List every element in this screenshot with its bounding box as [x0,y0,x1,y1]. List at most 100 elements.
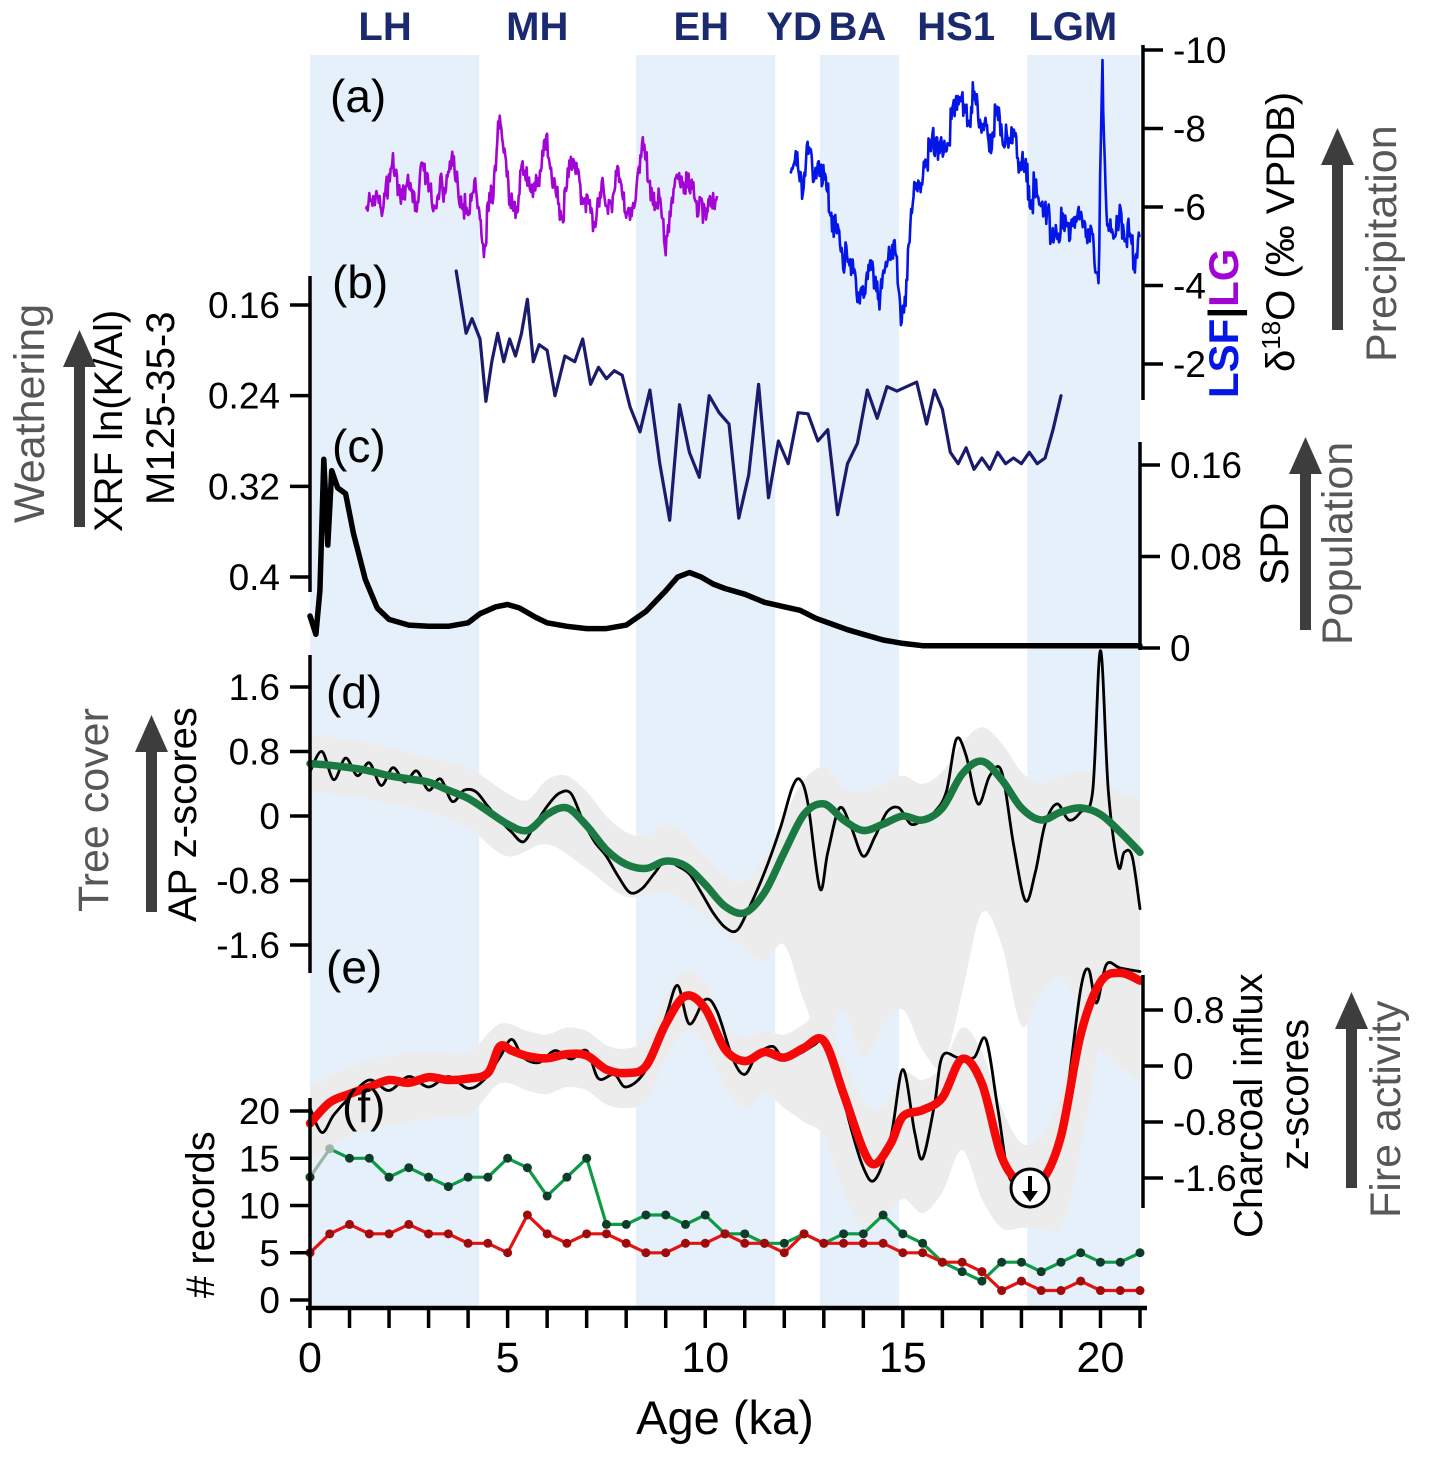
charcoal-records-dot [542,1229,552,1239]
weathering-theme-label: Weathering [6,304,54,523]
pollen-records-dot [977,1276,987,1286]
charcoal-influx-axis-label: Charcoal influx [1227,973,1271,1238]
series-lsf [789,58,1141,327]
weathering-up-arrow-icon [63,330,96,527]
period-band-eh [636,55,776,1308]
charcoal-records-dot [957,1257,967,1267]
charcoal-records-dot [1036,1286,1046,1296]
pollen-records-dot [463,1172,473,1182]
pollen-records-dot [839,1229,849,1239]
pollen-records-dot [503,1153,513,1163]
panel-f-tick-label: 15 [239,1138,280,1179]
panel-letter-a: (a) [330,70,386,122]
panel-a-side-labels: LSF|LG δ18O (‰ VPDB) Precipitation [1200,92,1406,398]
series-lg [364,114,719,259]
series-charcoal-smoothed [305,968,1145,1192]
pollen-records-dot [1115,1257,1125,1267]
panel-f-tick-label: 20 [239,1091,280,1132]
panel-a-tick-label: -4 [1173,266,1206,307]
panel-letter-d: (d) [326,666,382,718]
charcoal-records-dot [384,1229,394,1239]
pollen-records-dot [1076,1248,1086,1258]
x-axis-tick-label: 0 [298,1334,322,1382]
charcoal-records-dot [582,1229,592,1239]
pollen-records-dot [621,1219,631,1229]
panel-c-tick-label: 0.08 [1170,537,1242,578]
tree-cover-theme-label: Tree cover [70,708,118,912]
charcoal-records-dot [641,1248,651,1258]
precipitation-up-arrow-icon [1321,128,1354,330]
period-label-eh: EH [673,5,729,49]
fire-activity-theme-label: Fire activity [1362,1000,1410,1218]
pollen-records-dot [680,1219,690,1229]
panel-a-tick-label: -2 [1173,344,1206,385]
pollen-records-dot [700,1210,710,1220]
charcoal-records-dot [779,1248,789,1258]
xrf-axis-label: XRF ln(K/Al) [87,310,131,532]
panel-f-tick-label: 10 [239,1186,280,1227]
axes-layer: -10 -8 -6 -4 -2 0.16 0.24 0.32 0.4 0.16 0.08 0 1.6 0.… [208,30,1242,1382]
panel-letter-c: (c) [332,420,386,472]
charcoal-records-dot [562,1238,572,1248]
pollen-records-dot [601,1219,611,1229]
panel-letter-f: (f) [342,1080,385,1132]
charcoal-records-dot [799,1229,809,1239]
period-label-ba: BA [829,5,887,49]
pollen-records-dot [1016,1257,1026,1267]
panel-d-tick-label: -1.6 [216,925,280,966]
pollen-records-dot [661,1210,671,1220]
pollen-records-dot [325,1144,335,1154]
charcoal-records-dot [483,1238,493,1248]
charcoal-records-dot [878,1238,888,1248]
pollen-records-dot [384,1172,394,1182]
panel-d-tick-label: -0.8 [216,861,280,902]
charcoal-records-dot [720,1229,730,1239]
panel-e-side-labels: Charcoal influx z-scores Fire activity [1227,973,1410,1238]
panel-b-tick-label: 0.4 [229,557,280,598]
charcoal-records-dot [1016,1276,1026,1286]
pollen-records-dot [918,1238,928,1248]
x-axis-tick-label: 15 [879,1334,927,1382]
x-axis-tick-label: 10 [681,1334,729,1382]
panel-b-tick-label: 0.32 [208,466,280,507]
legend-lsf-lg: LSF|LG [1200,249,1248,398]
charcoal-records-dot [1095,1286,1105,1296]
panel-letter-b: (b) [332,256,388,308]
pollen-records-dot [997,1257,1007,1267]
panel-e-tick-label: 0.8 [1173,990,1224,1031]
period-label-lh: LH [358,5,411,49]
charcoal-records-dot [898,1248,908,1258]
pollen-records-dot [1135,1248,1145,1258]
charcoal-records-dot [1056,1286,1066,1296]
panel-d-tick-label: 0.8 [229,732,280,773]
charcoal-records-dot [503,1248,513,1258]
charcoal-records-dot [424,1229,434,1239]
charcoal-records-dot [364,1229,374,1239]
pollen-records-dot [858,1229,868,1239]
pollen-records-dot [542,1191,552,1201]
panel-b-tick-label: 0.16 [208,285,280,326]
fire-activity-up-arrow-icon [1335,992,1368,1188]
charcoal-records-dot [937,1257,947,1267]
pollen-records-dot [957,1267,967,1277]
charcoal-records-dot [404,1219,414,1229]
period-labels-layer: LH MH EH YD BA HS1 LGM [358,5,1117,49]
panel-e-tick-label: -0.8 [1173,1102,1237,1143]
pollen-records-dot [483,1172,493,1182]
panel-d-tick-label: 1.6 [229,667,280,708]
period-label-yd: YD [766,5,822,49]
period-bands-layer [310,55,1140,1308]
panel-c-tick-label: 0.16 [1170,445,1242,486]
pollen-records-dot [443,1182,453,1192]
spd-axis-label: SPD [1253,503,1297,585]
pollen-records-dot [1095,1257,1105,1267]
pollen-records-dot [779,1238,789,1248]
charcoal-records-dot [601,1229,611,1239]
panel-b-tick-label: 0.24 [208,376,280,417]
panel-a-tick-label: -10 [1173,30,1226,71]
panel-e-tick-label: -1.6 [1173,1158,1237,1199]
charcoal-records-dot [345,1219,355,1229]
ap-zscores-axis-label: AP z-scores [161,707,205,922]
charcoal-records-dot [740,1238,750,1248]
